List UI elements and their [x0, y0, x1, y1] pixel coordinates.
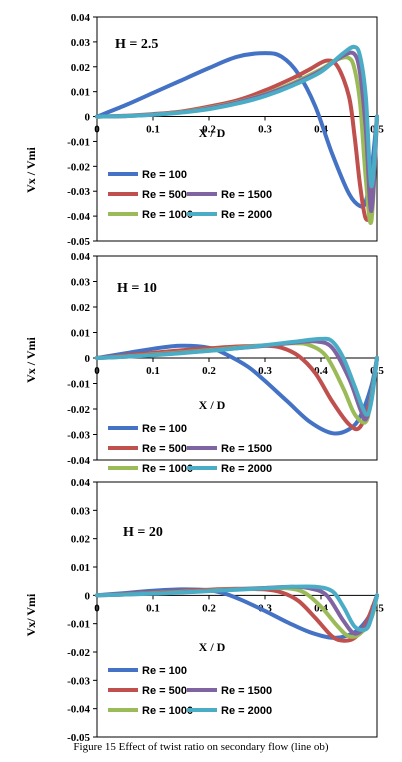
- y-tick-label: 0: [85, 590, 91, 602]
- legend-label: Re = 2000: [221, 463, 272, 475]
- y-tick-label: -0.02: [67, 647, 90, 659]
- y-tick-label: 0.01: [71, 87, 90, 99]
- twist-ratio-annotation: H = 20: [123, 525, 163, 540]
- y-tick-label: 0.01: [71, 328, 90, 340]
- y-tick-label: 0: [85, 353, 91, 365]
- x-tick-label: 0.1: [146, 602, 160, 614]
- x-tick-label: 0: [94, 365, 100, 377]
- chart-panel-1: 0.04 0.03 0.02 0.01 0 -0.01 -0.02 -0.03 -0.04 -0.…: [24, 12, 384, 248]
- series-line-re2000: [95, 584, 379, 633]
- twist-ratio-annotation: H = 2.5: [115, 37, 158, 52]
- y-tick-label: 0.03: [71, 505, 91, 517]
- twist-ratio-annotation: H = 10: [117, 281, 157, 296]
- y-tick-label: -0.04: [67, 455, 90, 467]
- legend-label: Re = 1000: [142, 463, 193, 475]
- chart-panel-3: 0.04 0.03 0.02 0.01 0 -0.01 -0.02 -0.03 -0.04 -0.…: [24, 477, 384, 744]
- legend-label: Re = 1000: [142, 209, 193, 221]
- series-line-re100: [95, 343, 379, 436]
- y-tick-label: 0.04: [71, 12, 91, 24]
- y-axis-label: Vx / Vmi: [24, 146, 38, 192]
- y-tick-label: -0.04: [67, 704, 90, 716]
- legend-label: Re = 100: [142, 169, 187, 181]
- legend-label: Re = 1500: [221, 189, 272, 201]
- legend-label: Re = 1500: [221, 685, 272, 697]
- x-tick-label: 0.3: [258, 365, 272, 377]
- y-tick-label: -0.03: [67, 186, 90, 198]
- y-tick-label: 0.02: [71, 62, 91, 74]
- x-axis-label: X / D: [199, 126, 226, 140]
- y-axis-label: Vx / Vmi: [24, 336, 38, 382]
- y-tick-label: -0.01: [67, 136, 90, 148]
- y-tick-label: 0.02: [71, 534, 91, 546]
- y-tick-label: 0.01: [71, 562, 90, 574]
- x-axis-label: X / D: [199, 640, 226, 654]
- legend-label: Re = 2000: [221, 209, 272, 221]
- legend-label: Re = 2000: [221, 705, 272, 717]
- legend-label: Re = 100: [142, 665, 187, 677]
- legend-label: Re = 500: [142, 443, 187, 455]
- y-tick-label: -0.04: [67, 211, 90, 223]
- legend-label: Re = 500: [142, 189, 187, 201]
- x-tick-label: 0: [94, 124, 100, 136]
- y-tick-label: 0.04: [71, 251, 91, 263]
- x-tick-label: 0.1: [146, 365, 160, 377]
- plot-area-frame: [96, 16, 378, 242]
- y-tick-label: -0.05: [67, 732, 90, 744]
- y-tick-label: -0.02: [67, 404, 90, 416]
- y-axis-label: Vx/ Vmi: [24, 593, 38, 636]
- y-tick-label: -0.02: [67, 161, 90, 173]
- y-tick-label: 0.04: [71, 477, 91, 489]
- series-line-re2000: [95, 336, 379, 417]
- legend-label: Re = 100: [142, 423, 187, 435]
- x-tick-label: 0.3: [258, 124, 272, 136]
- series-line-re2000: [95, 44, 379, 189]
- y-tick-label: -0.03: [67, 430, 90, 442]
- y-tick-label: 0.02: [71, 302, 91, 314]
- chart-panel-2: 0.04 0.03 0.02 0.01 0 -0.01 -0.02 -0.03 -0.04 0 0.…: [24, 251, 384, 475]
- plot-area-frame: [96, 481, 378, 738]
- x-tick-label: 0.2: [202, 124, 216, 136]
- legend-label: Re = 1500: [221, 443, 272, 455]
- y-tick-label: -0.05: [67, 236, 90, 248]
- y-tick-label: 0: [85, 112, 91, 124]
- y-tick-label: -0.01: [67, 379, 90, 391]
- legend-label: Re = 500: [142, 685, 187, 697]
- legend-label: Re = 1000: [142, 705, 193, 717]
- x-tick-label: 0.2: [202, 602, 216, 614]
- y-tick-label: 0.03: [71, 277, 91, 289]
- x-tick-label: 0.2: [202, 365, 216, 377]
- x-tick-label: 0: [94, 602, 100, 614]
- y-tick-label: 0.03: [71, 37, 91, 49]
- figure-caption: Figure 15 Effect of twist ratio on secon…: [73, 741, 329, 753]
- y-tick-label: -0.03: [67, 675, 90, 687]
- x-tick-label: 0.1: [146, 124, 160, 136]
- x-axis-label: X / D: [199, 398, 226, 412]
- y-tick-label: -0.01: [67, 619, 90, 631]
